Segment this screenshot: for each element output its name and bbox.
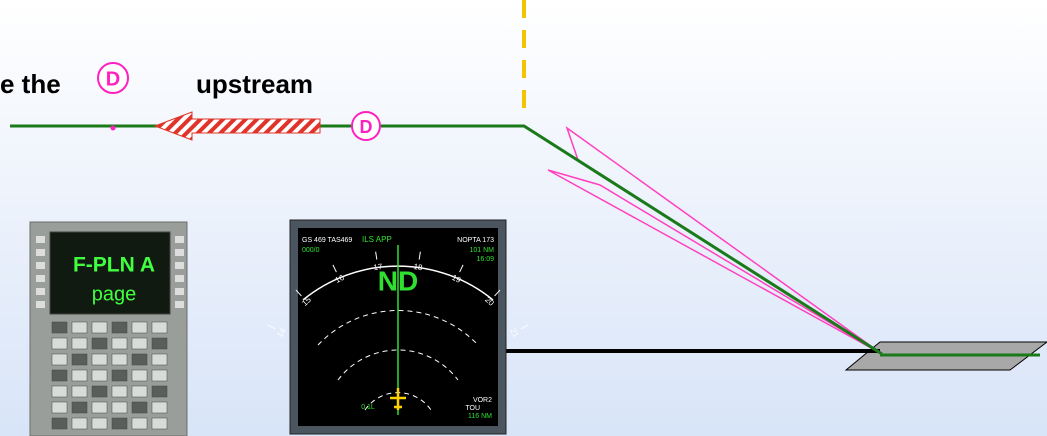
mcdu-key — [132, 402, 147, 413]
mcdu-key — [72, 322, 87, 333]
mcdu-lsk — [175, 236, 184, 243]
mcdu-key — [92, 354, 107, 365]
nd-display: GS 469 TAS469 ILS APP NOPTA 173 000/0 10… — [268, 220, 528, 434]
nd-top-right: NOPTA 173 — [457, 237, 494, 244]
mcdu-key — [52, 402, 67, 413]
mcdu-key — [112, 370, 127, 381]
mcdu-lsk — [36, 275, 45, 282]
mcdu-key — [132, 418, 147, 429]
pink-dot — [111, 126, 116, 131]
mcdu-key — [92, 402, 107, 413]
mcdu-lsk — [175, 275, 184, 282]
mcdu-key — [72, 338, 87, 349]
mcdu-key — [112, 322, 127, 333]
mcdu-key — [152, 418, 167, 429]
mcdu-key — [112, 418, 127, 429]
mcdu-key — [152, 386, 167, 397]
mcdu-lsk — [36, 236, 45, 243]
mcdu-key — [52, 386, 67, 397]
mcdu-lsk — [175, 262, 184, 269]
mcdu-lsk — [36, 262, 45, 269]
mcdu-key — [132, 322, 147, 333]
mcdu-key — [152, 354, 167, 365]
mcdu-lsk — [175, 288, 184, 295]
nd-label: ND — [378, 265, 418, 296]
mcdu-key — [52, 418, 67, 429]
mcdu-lsk — [175, 301, 184, 308]
mcdu-key — [152, 338, 167, 349]
mcdu-key — [72, 402, 87, 413]
mcdu-key — [132, 370, 147, 381]
nd-bottom-right-3: 116 NM — [468, 413, 492, 420]
mcdu-key — [72, 354, 87, 365]
mcdu-key — [112, 386, 127, 397]
mcdu-key — [92, 322, 107, 333]
mcdu-line1: F-PLN A — [73, 254, 155, 277]
mcdu-key — [72, 418, 87, 429]
mcdu-key — [112, 354, 127, 365]
mcdu-line2: page — [92, 283, 137, 305]
mcdu-key — [92, 418, 107, 429]
mcdu-key — [152, 402, 167, 413]
mcdu-key — [112, 402, 127, 413]
mcdu-key — [72, 386, 87, 397]
mcdu-lsk — [36, 249, 45, 256]
marker-label: D — [360, 117, 373, 137]
mcdu-key — [112, 338, 127, 349]
nd-mode: ILS APP — [362, 235, 392, 244]
nd-bottom-right-2: TOU — [465, 405, 480, 412]
instruction-suffix: upstream — [196, 69, 313, 99]
nd-wind: 000/0 — [302, 247, 320, 254]
instruction-symbol: D — [106, 68, 120, 90]
mcdu-lsk — [175, 249, 184, 256]
mcdu-key — [92, 370, 107, 381]
mcdu-key — [152, 322, 167, 333]
mcdu-lsk — [36, 301, 45, 308]
nd-top-left: GS 469 TAS469 — [302, 237, 352, 244]
mcdu-lsk — [36, 288, 45, 295]
mcdu-key — [52, 354, 67, 365]
mcdu-key — [52, 370, 67, 381]
nd-bottom-right-1: VOR2 — [473, 397, 492, 404]
mcdu-key — [132, 354, 147, 365]
instruction-prefix: e the — [0, 69, 61, 99]
mcdu-key — [152, 370, 167, 381]
mcdu-key — [132, 386, 147, 397]
mcdu-key — [52, 338, 67, 349]
mcdu-key — [52, 322, 67, 333]
mcdu-key — [92, 338, 107, 349]
mcdu: F-PLN A page — [30, 222, 187, 436]
mcdu-key — [132, 338, 147, 349]
slide: D e the D upstream F-PLN A page GS 469 T… — [0, 0, 1047, 436]
mcdu-key — [92, 386, 107, 397]
nd-time: 16:09 — [476, 256, 494, 263]
nd-bottom-left: 0.1L — [361, 404, 375, 411]
nd-distance: 101 NM — [469, 247, 494, 254]
mcdu-key — [72, 370, 87, 381]
